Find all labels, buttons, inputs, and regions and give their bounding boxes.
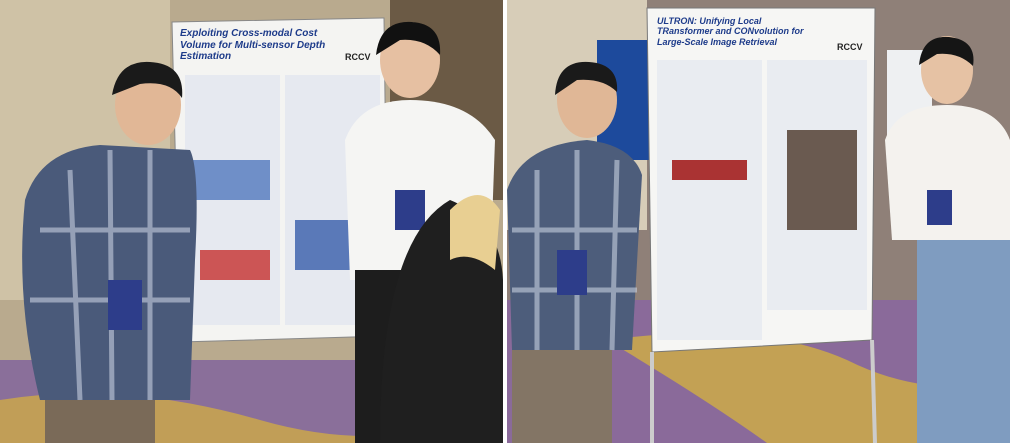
left-photo: Exploiting Cross-modal Cost Volume for M…: [0, 0, 503, 443]
poster-badge: RCCV: [345, 52, 371, 62]
poster-title: ULTRON: Unifying Local TRansformer and C…: [657, 16, 804, 47]
poster-badge: RCCV: [837, 42, 863, 52]
right-photo: ULTRON: Unifying Local TRansformer and C…: [507, 0, 1010, 443]
poster-title: Exploiting Cross-modal Cost Volume for M…: [180, 28, 326, 62]
right-scene: [507, 0, 1010, 443]
left-scene: [0, 0, 503, 443]
